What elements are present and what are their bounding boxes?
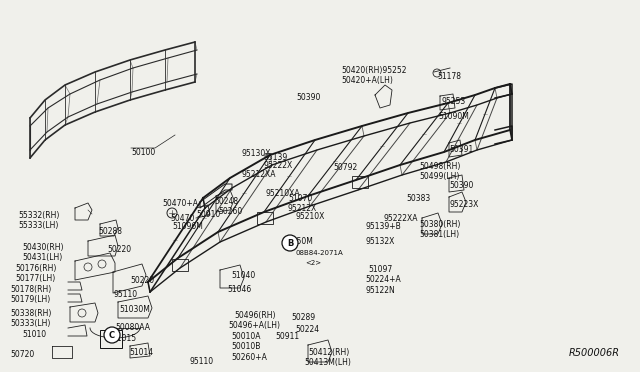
Text: 50338(RH): 50338(RH) xyxy=(10,309,51,318)
Text: 50100: 50100 xyxy=(131,148,156,157)
Text: 50178(RH): 50178(RH) xyxy=(10,285,51,294)
Text: 51096M: 51096M xyxy=(172,222,203,231)
Bar xyxy=(172,259,188,271)
Text: 50390: 50390 xyxy=(449,181,474,190)
Text: 50470+A: 50470+A xyxy=(162,199,198,208)
Text: 51046: 51046 xyxy=(227,285,252,294)
Text: 50792: 50792 xyxy=(333,163,357,172)
Text: 55332(RH): 55332(RH) xyxy=(18,211,60,220)
Text: 95222XA: 95222XA xyxy=(384,214,419,223)
Text: 51040: 51040 xyxy=(231,271,255,280)
Text: 50010A: 50010A xyxy=(231,332,260,341)
Text: B: B xyxy=(287,238,293,247)
Text: 50498(RH): 50498(RH) xyxy=(419,162,460,171)
Text: 95212X: 95212X xyxy=(288,204,317,213)
Text: 51070: 51070 xyxy=(288,194,312,203)
Text: 95210X: 95210X xyxy=(295,212,324,221)
Text: C: C xyxy=(108,334,114,343)
Text: 50381(LH): 50381(LH) xyxy=(419,230,459,239)
Text: 50496+A(LH): 50496+A(LH) xyxy=(228,321,280,330)
Text: 50383: 50383 xyxy=(406,194,430,203)
Text: 50289: 50289 xyxy=(291,313,315,322)
Text: 95253: 95253 xyxy=(441,97,465,106)
Text: 50224+A: 50224+A xyxy=(365,275,401,284)
Text: 50430(RH): 50430(RH) xyxy=(22,243,63,252)
Text: 50248: 50248 xyxy=(214,197,238,206)
Text: 51030M: 51030M xyxy=(119,305,150,314)
Text: 50220: 50220 xyxy=(130,276,154,285)
Text: 50010B: 50010B xyxy=(231,342,260,351)
Text: 95139: 95139 xyxy=(264,153,288,162)
Text: 95110: 95110 xyxy=(189,357,213,366)
Text: 50288: 50288 xyxy=(98,227,122,236)
Text: 50080AA: 50080AA xyxy=(115,323,150,332)
Circle shape xyxy=(282,235,298,251)
Text: 50910: 50910 xyxy=(196,210,220,219)
Text: 50499(LH): 50499(LH) xyxy=(419,172,460,181)
Text: 50391: 50391 xyxy=(449,145,473,154)
Text: 51178: 51178 xyxy=(437,72,461,81)
Text: 50390: 50390 xyxy=(296,93,321,102)
Text: 50420(RH)95252: 50420(RH)95252 xyxy=(341,66,406,75)
Text: 95222X: 95222X xyxy=(263,161,292,170)
Text: 51015: 51015 xyxy=(112,334,136,343)
Text: 50260: 50260 xyxy=(218,207,243,216)
Text: 95110: 95110 xyxy=(113,290,137,299)
Text: 50380(RH): 50380(RH) xyxy=(419,220,460,229)
Text: 51097: 51097 xyxy=(368,265,392,274)
Text: 95130X: 95130X xyxy=(242,149,271,158)
Text: 50224: 50224 xyxy=(295,325,319,334)
Text: 51050M: 51050M xyxy=(282,237,313,246)
Text: 50333(LH): 50333(LH) xyxy=(10,319,51,328)
Text: 51010: 51010 xyxy=(22,330,46,339)
Text: 95139+B: 95139+B xyxy=(365,222,401,231)
Text: R500006R: R500006R xyxy=(569,348,620,358)
Text: 08B84-2071A: 08B84-2071A xyxy=(295,250,343,256)
Text: 50911: 50911 xyxy=(275,332,299,341)
Text: 95132X: 95132X xyxy=(365,237,394,246)
Text: 50177(LH): 50177(LH) xyxy=(15,274,55,283)
Text: 50220: 50220 xyxy=(107,245,131,254)
Text: 50412(RH): 50412(RH) xyxy=(308,348,349,357)
Text: 95223X: 95223X xyxy=(449,200,478,209)
Text: <2>: <2> xyxy=(305,260,321,266)
Text: 51014: 51014 xyxy=(129,348,153,357)
Text: 50420+A(LH): 50420+A(LH) xyxy=(341,76,393,85)
Text: 50413M(LH): 50413M(LH) xyxy=(304,358,351,367)
Text: 51090M: 51090M xyxy=(438,112,469,121)
Bar xyxy=(100,330,122,348)
Text: 50431(LH): 50431(LH) xyxy=(22,253,62,262)
Text: 50179(LH): 50179(LH) xyxy=(10,295,51,304)
Text: 55333(LH): 55333(LH) xyxy=(18,221,58,230)
Text: 95212XA: 95212XA xyxy=(242,170,276,179)
Text: 50260+A: 50260+A xyxy=(231,353,267,362)
Text: 95122N: 95122N xyxy=(365,286,395,295)
Text: 50470: 50470 xyxy=(170,214,195,223)
Bar xyxy=(257,212,273,224)
Circle shape xyxy=(104,327,120,343)
Text: 50176(RH): 50176(RH) xyxy=(15,264,56,273)
Text: C: C xyxy=(109,330,115,340)
Text: 50496(RH): 50496(RH) xyxy=(234,311,275,320)
Text: 95210XA: 95210XA xyxy=(266,189,301,198)
Text: 50720: 50720 xyxy=(10,350,35,359)
Bar xyxy=(352,176,368,188)
